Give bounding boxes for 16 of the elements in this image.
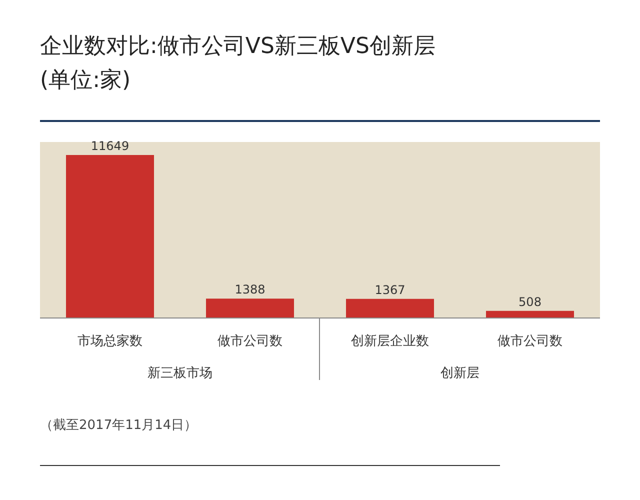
bar	[206, 298, 294, 318]
text: （截至2017年11月14日）	[40, 417, 198, 435]
data-label: 11649	[90, 139, 130, 154]
data-label: 1388	[234, 282, 266, 297]
data-label: 508	[518, 294, 542, 309]
x-tick-label: 做市公司数	[218, 334, 282, 350]
bar	[486, 310, 574, 318]
x-tick-label: 创新层企业数	[351, 334, 429, 350]
x-tick-label: 做市公司数	[498, 334, 562, 350]
text: 新三板市场	[146, 365, 214, 382]
data-label: 1367	[374, 282, 406, 297]
bar	[346, 298, 434, 318]
bar	[66, 155, 154, 318]
x-tick-label: 市场总家数	[78, 333, 142, 350]
text: 创新层	[440, 365, 480, 382]
chart-title: 企业数对比:做市公司VS新三板VS创新层 (单位:家)	[40, 33, 436, 95]
